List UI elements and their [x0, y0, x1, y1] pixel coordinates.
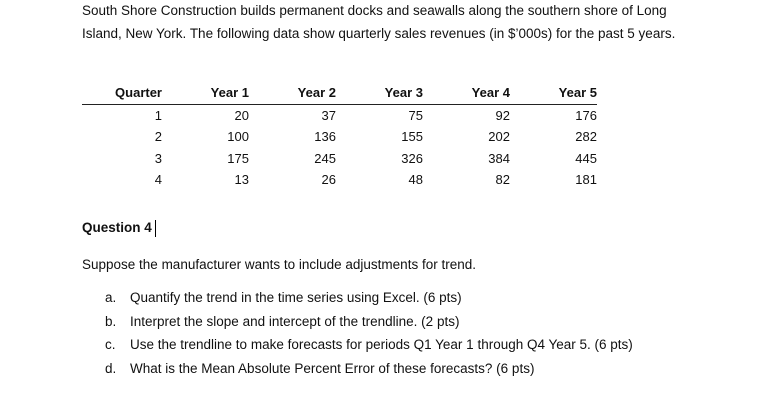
question-prompt: Suppose the manufacturer wants to includ… — [82, 257, 476, 272]
header-cell: Year 3 — [336, 82, 423, 105]
item-letter: a. — [105, 290, 117, 305]
question-title: Question 4 — [82, 220, 152, 236]
table-cell: 136 — [314, 129, 336, 145]
table-cell: 245 — [314, 150, 336, 166]
table-cell: 82 — [495, 172, 510, 188]
table-cell: 1 — [154, 107, 162, 123]
table-cell: 155 — [401, 129, 423, 145]
table-cell: 75 — [408, 107, 423, 123]
table-cell: 3 — [154, 150, 162, 166]
table-cell: 48 — [408, 172, 423, 188]
table-cell: 175 — [227, 150, 249, 166]
table-cell: 445 — [575, 150, 597, 166]
item-text: Interpret the slope and intercept of the… — [130, 313, 460, 329]
item-letter: b. — [105, 313, 117, 329]
table-cell: 181 — [575, 172, 597, 188]
table-cell: 37 — [321, 107, 336, 123]
table-body: 1 20 37 75 92 176 2 100 136 155 202 282 3 175 245 326 38… — [82, 104, 597, 191]
table-cell: 13 — [234, 172, 249, 188]
table-cell: 92 — [495, 107, 510, 123]
table-cell: 100 — [227, 129, 249, 145]
item-letter: d. — [105, 360, 117, 376]
header-cell: Year 2 — [249, 82, 336, 105]
question-item: b. Interpret the slope and intercept of t… — [105, 314, 459, 329]
table-row: 2 100 136 155 202 282 — [82, 126, 597, 148]
table-cell: 2 — [154, 129, 162, 145]
item-text: Use the trendline to make forecasts for … — [130, 337, 633, 352]
question-item: d. What is the Mean Absolute Percent Erro… — [105, 361, 534, 376]
item-letter: c. — [105, 337, 116, 352]
table-cell: 282 — [575, 129, 597, 145]
question-heading: Question 4 — [82, 220, 156, 237]
table-cell: 326 — [401, 150, 423, 166]
question-item: a. Quantify the trend in the time series … — [105, 290, 462, 305]
table-cell: 20 — [234, 107, 249, 123]
header-cell: Year 1 — [162, 82, 249, 105]
text-cursor — [154, 220, 156, 237]
table-row: 1 20 37 75 92 176 — [82, 104, 597, 126]
header-cell: Year 4 — [423, 82, 510, 105]
table-cell: 4 — [154, 172, 162, 188]
table-row: 4 13 26 48 82 181 — [82, 169, 597, 191]
table-row: 3 175 245 326 384 445 — [82, 148, 597, 170]
item-text: What is the Mean Absolute Percent Error … — [130, 360, 535, 376]
table-cell: 176 — [575, 107, 597, 123]
question-item: c. Use the trendline to make forecasts fo… — [105, 337, 633, 352]
header-cell: Year 5 — [510, 82, 597, 105]
header-row: Quarter Year 1 Year 2 Year 3 Year 4 Year 5 — [82, 82, 597, 105]
item-text: Quantify the trend in the time series us… — [130, 290, 462, 305]
table-cell: 202 — [488, 129, 510, 145]
intro-text: South Shore Construction builds permanen… — [82, 3, 676, 41]
table-cell: 384 — [488, 150, 510, 166]
header-cell: Quarter — [82, 82, 162, 105]
sales-table: Quarter Year 1 Year 2 Year 3 Year 4 Year 5 1 2… — [82, 82, 597, 191]
table-cell: 26 — [321, 172, 336, 188]
